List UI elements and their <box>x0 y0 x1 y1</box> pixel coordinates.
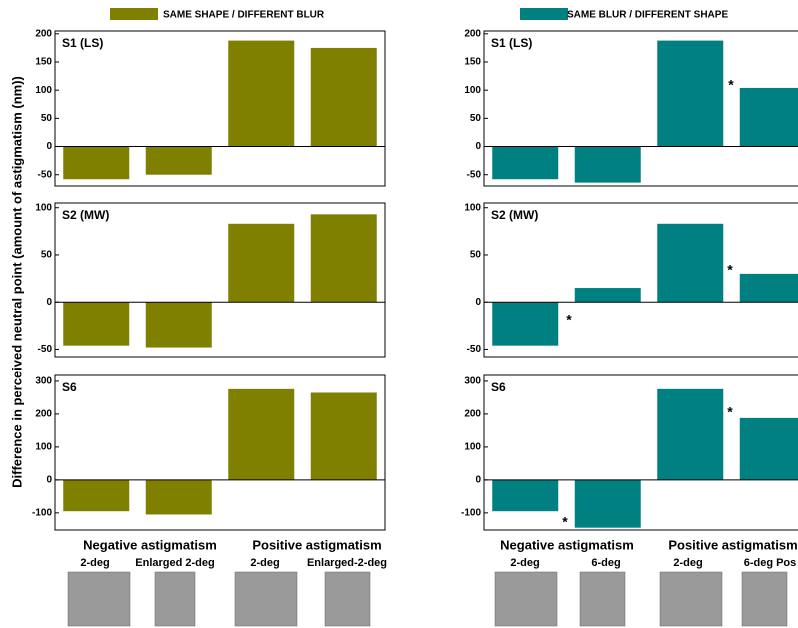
significance-star: * <box>727 404 733 420</box>
y-tick-label: 300 <box>464 376 481 387</box>
plot-frame <box>54 30 386 187</box>
y-tick-label: 0 <box>46 297 52 308</box>
plot-frame <box>483 202 798 358</box>
bar <box>145 302 212 348</box>
condition-label: Enlarged 2-deg <box>135 557 214 569</box>
y-tick-label: 50 <box>41 250 53 261</box>
plot-frame <box>483 30 798 187</box>
bar <box>310 214 377 303</box>
y-tick-label: 0 <box>475 141 481 152</box>
y-tick-label: 200 <box>464 28 481 39</box>
panel-title: S1 (LS) <box>491 36 532 50</box>
y-tick-label: 0 <box>46 141 52 152</box>
y-tick-label: -50 <box>38 169 53 180</box>
stimulus-images <box>67 571 788 627</box>
plot-frame <box>54 374 386 531</box>
condition-label: 6-deg <box>591 557 620 569</box>
y-tick-label: 300 <box>35 376 52 387</box>
condition-label: Enlarged-2-deg <box>307 557 387 569</box>
y-tick-label: 100 <box>35 202 52 213</box>
panel-title: S2 (MW) <box>491 208 538 222</box>
significance-star: * <box>562 514 568 530</box>
face-grid <box>234 571 298 627</box>
y-tick-label: -100 <box>461 507 481 518</box>
y-tick-label: 100 <box>464 85 481 96</box>
y-tick-label: 0 <box>475 297 481 308</box>
bar <box>63 146 130 180</box>
y-tick-label: 100 <box>464 442 481 453</box>
y-tick-label: 0 <box>46 475 52 486</box>
y-tick-label: 200 <box>464 409 481 420</box>
face-image <box>741 571 788 627</box>
legend-swatch <box>110 8 158 20</box>
bar <box>145 146 212 175</box>
group-label: Positive astigmatism <box>668 537 797 552</box>
condition-label: 6-deg Pos <box>744 557 797 569</box>
y-tick-label: 50 <box>470 250 482 261</box>
panel-title: S6 <box>62 380 77 394</box>
bar <box>574 288 641 303</box>
condition-label: 2-deg <box>673 557 702 569</box>
y-tick-label: -100 <box>32 507 52 518</box>
significance-star: * <box>727 262 733 278</box>
bar <box>63 479 130 512</box>
face-image <box>154 571 196 627</box>
bar <box>574 146 641 183</box>
group-label: Positive astigmatism <box>252 537 381 552</box>
bar <box>492 302 559 346</box>
y-tick-label: 100 <box>35 442 52 453</box>
bar <box>310 392 377 480</box>
legend-label: SAME SHAPE / DIFFERENT BLUR <box>163 10 325 21</box>
face-grid <box>67 571 131 627</box>
y-tick-label: -50 <box>38 344 53 355</box>
face-image <box>579 571 626 627</box>
y-tick-label: -50 <box>467 344 482 355</box>
group-label: Negative astigmatism <box>83 537 217 552</box>
condition-label: 2-deg <box>80 557 109 569</box>
y-tick-label: 200 <box>35 409 52 420</box>
bar <box>492 146 559 180</box>
bar <box>739 273 798 303</box>
legend-label: SAME BLUR / DIFFERENT SHAPE <box>567 10 728 21</box>
y-tick-label: 0 <box>475 475 481 486</box>
bar <box>63 302 130 346</box>
bar <box>310 47 377 147</box>
bar <box>739 87 798 147</box>
y-tick-label: 150 <box>35 57 52 68</box>
bar <box>657 223 724 303</box>
face-grid <box>494 571 558 627</box>
bar <box>739 417 798 480</box>
y-axis-label: Difference in perceived neutral point (a… <box>9 76 24 488</box>
bar <box>657 388 724 480</box>
face-grid <box>659 571 723 627</box>
y-tick-label: 150 <box>464 57 481 68</box>
bar <box>228 223 295 303</box>
y-tick-label: 200 <box>35 28 52 39</box>
legend-swatch <box>520 8 568 20</box>
y-tick-label: 50 <box>470 113 482 124</box>
panel-title: S6 <box>491 380 506 394</box>
y-tick-label: 100 <box>35 85 52 96</box>
bar <box>492 479 559 512</box>
bar <box>228 40 295 147</box>
plot-frame <box>483 374 798 531</box>
condition-label: 2-deg <box>250 557 279 569</box>
panel-title: S1 (LS) <box>62 36 103 50</box>
bar <box>145 479 212 515</box>
group-label: Negative astigmatism <box>500 537 634 552</box>
y-tick-label: 100 <box>464 202 481 213</box>
condition-label: 2-deg <box>510 557 539 569</box>
bar <box>228 388 295 480</box>
bar <box>657 40 724 147</box>
panel-title: S2 (MW) <box>62 208 109 222</box>
y-tick-label: 50 <box>41 113 53 124</box>
y-tick-label: -50 <box>467 169 482 180</box>
plot-frame <box>54 202 386 358</box>
significance-star: * <box>566 312 572 328</box>
bar <box>574 479 641 528</box>
significance-star: * <box>728 77 734 93</box>
face-image <box>324 571 371 627</box>
